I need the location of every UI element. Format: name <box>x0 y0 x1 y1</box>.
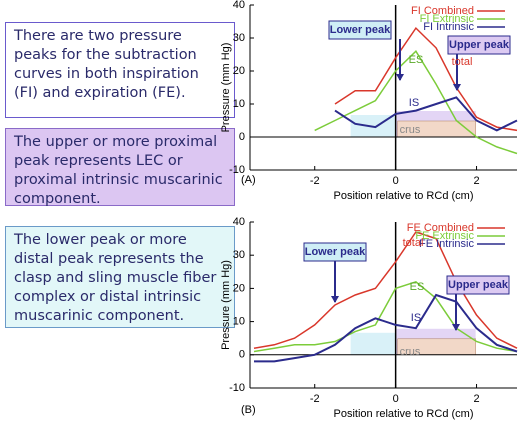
series-line <box>253 280 518 353</box>
panel-label: (B) <box>241 404 256 416</box>
x-tick-label: 0 <box>393 175 399 187</box>
arrow-head <box>331 296 339 303</box>
y-tick-label: 20 <box>233 65 245 77</box>
annotation: ES <box>409 54 424 66</box>
y-tick-label: 0 <box>239 349 245 361</box>
y-axis-label: Pressure (mm Hg) <box>220 43 232 133</box>
y-tick-label: -10 <box>229 164 245 176</box>
y-tick-label: 30 <box>233 32 245 44</box>
lower-peak-region <box>350 332 396 355</box>
series-line <box>314 50 518 155</box>
legend-label: FI Combined <box>411 5 474 17</box>
series-line <box>253 231 518 349</box>
y-axis-label: Pressure (mm Hg) <box>220 260 232 350</box>
x-tick-label: -2 <box>310 393 320 405</box>
text-box: The lower peak or more distal peak repre… <box>5 226 235 328</box>
peak-label-box <box>446 275 510 295</box>
x-tick-label: 2 <box>473 175 479 187</box>
panel-label: (A) <box>241 174 256 186</box>
peak-label: Upper peak <box>449 39 510 51</box>
x-axis-label: Position relative to RCd (cm) <box>334 408 474 420</box>
series-line <box>254 293 518 363</box>
legend-label: FE Extrinsic <box>415 230 474 242</box>
peak-label: Upper peak <box>448 279 509 291</box>
annotation: ES <box>410 281 425 293</box>
y-tick-label: -10 <box>229 382 245 394</box>
annotation: IS <box>409 97 419 109</box>
legend-label: FE Intrinsic <box>419 238 475 250</box>
annotation: crus <box>400 124 421 136</box>
text-box: There are two pressure peaks for the sub… <box>5 22 235 118</box>
y-tick-label: 10 <box>233 316 245 328</box>
series-line <box>334 26 518 132</box>
y-tick-label: 20 <box>233 282 245 294</box>
peak-label: Lower peak <box>330 24 391 36</box>
arrow-head <box>452 324 460 331</box>
y-tick-label: 30 <box>233 249 245 261</box>
arrow-head <box>453 84 461 91</box>
y-tick-label: 40 <box>233 0 245 11</box>
annotation: IS <box>411 312 421 324</box>
y-tick-label: 40 <box>233 216 245 228</box>
x-tick-label: 2 <box>473 393 479 405</box>
series-line <box>334 96 518 132</box>
x-tick-label: 0 <box>393 393 399 405</box>
peak-label: Lower peak <box>305 246 366 258</box>
text-box: The upper or more proximal peak represen… <box>5 128 235 207</box>
arrow-head <box>396 74 404 81</box>
annotation: total <box>452 56 473 68</box>
legend-label: FI Extrinsic <box>420 13 475 25</box>
peak-label-box <box>447 35 511 55</box>
legend-label: FI Intrinsic <box>423 21 474 33</box>
x-axis-label: Position relative to RCd (cm) <box>334 190 474 202</box>
annotation: crus <box>400 346 421 358</box>
y-tick-label: 10 <box>233 98 245 110</box>
legend-label: FE Combined <box>407 222 474 234</box>
y-tick-label: 0 <box>239 131 245 143</box>
peak-label-box <box>328 20 392 40</box>
x-tick-label: -2 <box>310 175 320 187</box>
annotation: total <box>403 237 424 249</box>
